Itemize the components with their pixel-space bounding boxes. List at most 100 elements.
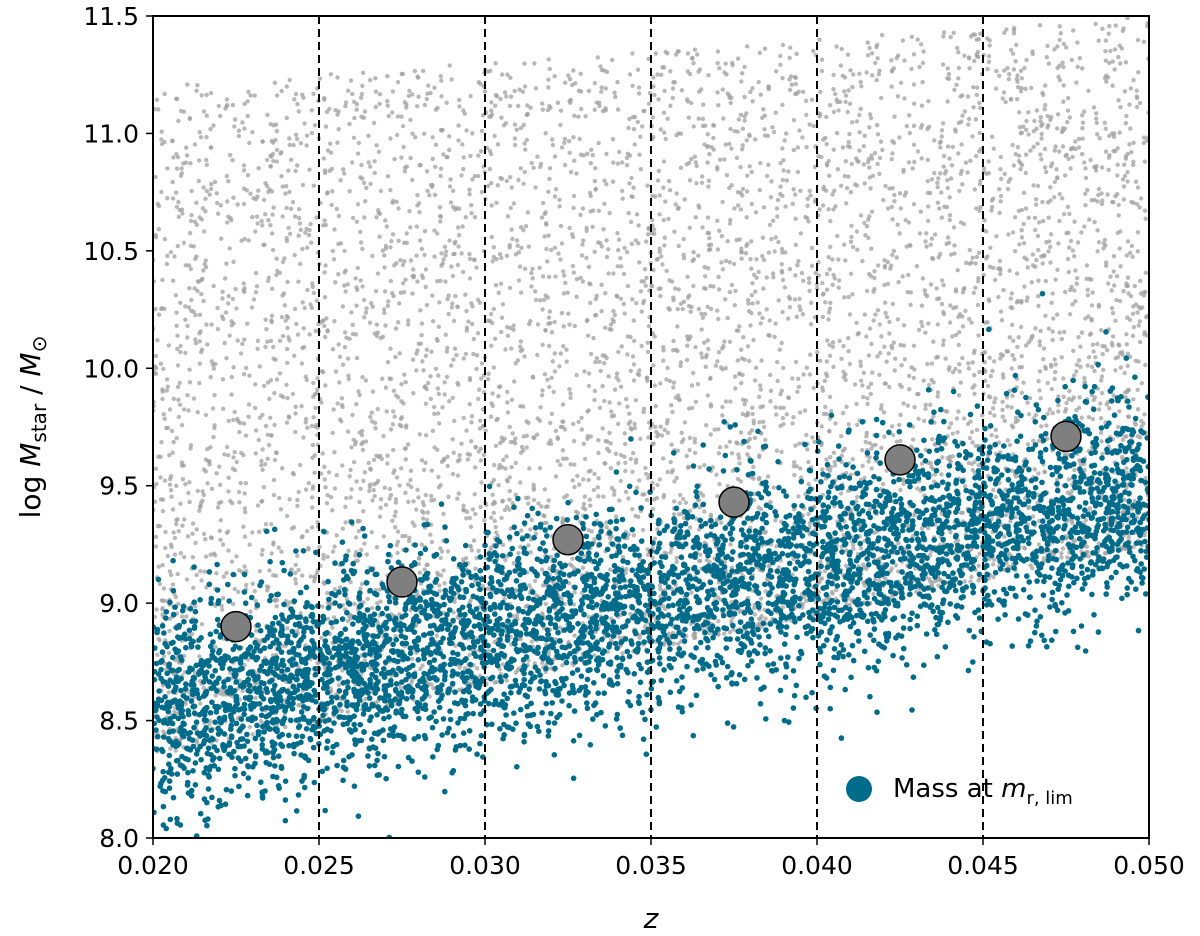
gray-point <box>455 380 460 386</box>
gray-point <box>1070 154 1075 160</box>
gray-point <box>860 463 865 468</box>
gray-point <box>792 297 798 302</box>
gray-point <box>346 88 351 93</box>
gray-point <box>199 93 204 98</box>
gray-point <box>636 91 642 96</box>
gray-point <box>168 488 174 493</box>
gray-point <box>193 604 198 609</box>
gray-point <box>1003 513 1009 518</box>
gray-point <box>361 115 367 121</box>
gray-point <box>889 566 894 571</box>
gray-point <box>188 161 193 166</box>
gray-point <box>1014 97 1020 102</box>
gray-point <box>867 441 872 446</box>
gray-point <box>437 588 442 594</box>
gray-point <box>837 278 842 283</box>
gray-point <box>655 482 660 488</box>
gray-point <box>402 169 408 174</box>
gray-point <box>714 472 719 477</box>
gray-point <box>912 101 917 106</box>
gray-point <box>522 266 528 271</box>
gray-point <box>897 231 902 236</box>
gray-point <box>548 320 553 326</box>
gray-point <box>274 377 280 382</box>
gray-point <box>406 93 411 99</box>
gray-point <box>218 482 223 487</box>
gray-point <box>671 348 676 353</box>
gray-point <box>1123 156 1129 161</box>
gray-point <box>871 591 876 597</box>
gray-point <box>694 181 699 186</box>
gray-point <box>693 160 698 165</box>
gray-point <box>608 322 614 327</box>
gray-point <box>916 416 921 421</box>
gray-point <box>889 157 894 162</box>
gray-point <box>593 312 599 318</box>
gray-point <box>738 430 744 435</box>
gray-point <box>559 241 565 246</box>
gray-point <box>444 374 450 380</box>
gray-point <box>819 424 824 429</box>
gray-point <box>1128 86 1134 91</box>
gray-point <box>485 376 491 382</box>
gray-point <box>449 305 454 310</box>
gray-point <box>216 500 222 506</box>
gray-point <box>237 500 242 505</box>
gray-point <box>935 185 940 190</box>
gray-point <box>799 475 804 480</box>
gray-point <box>1026 215 1032 220</box>
gray-point <box>825 338 830 343</box>
gray-point <box>691 124 696 129</box>
gray-point <box>1066 477 1071 482</box>
gray-point <box>409 656 415 662</box>
gray-point <box>744 189 750 194</box>
gray-point <box>453 293 458 299</box>
gray-point <box>382 265 387 270</box>
gray-point <box>185 534 191 539</box>
gray-point <box>892 192 897 198</box>
gray-point <box>185 82 190 87</box>
gray-point <box>190 631 195 637</box>
gray-point <box>613 94 618 100</box>
gray-point <box>1022 546 1027 551</box>
gray-point <box>489 515 494 520</box>
gray-point <box>423 284 428 290</box>
gray-point <box>478 418 483 423</box>
gray-point <box>906 272 911 278</box>
gray-point <box>390 518 395 523</box>
gray-point <box>638 289 643 294</box>
gray-point <box>749 310 754 316</box>
gray-point <box>394 475 400 480</box>
gray-point <box>430 293 435 298</box>
gray-point <box>1135 249 1141 254</box>
gray-point <box>184 614 189 619</box>
gray-point <box>375 601 380 606</box>
gray-point <box>392 513 397 519</box>
gray-point <box>1143 216 1148 221</box>
gray-point <box>545 504 550 509</box>
gray-point <box>491 254 496 260</box>
gray-point <box>1074 369 1079 374</box>
gray-point <box>931 339 936 344</box>
gray-point <box>657 477 662 482</box>
gray-point <box>845 52 851 57</box>
gray-point <box>728 100 733 106</box>
gray-point <box>1044 423 1049 428</box>
gray-point <box>615 264 620 269</box>
gray-point <box>540 200 546 206</box>
gray-point <box>1045 411 1050 416</box>
gray-point <box>646 56 651 62</box>
gray-point <box>203 258 208 263</box>
gray-point <box>882 300 888 305</box>
gray-point <box>618 478 623 484</box>
gray-point <box>628 419 633 424</box>
gray-point <box>493 524 498 530</box>
gray-point <box>997 187 1002 192</box>
gray-point <box>592 107 597 113</box>
gray-point <box>448 200 454 205</box>
gray-point <box>1144 333 1149 338</box>
gray-point <box>355 287 360 293</box>
gray-point <box>867 326 873 331</box>
gray-point <box>533 185 538 190</box>
gray-point <box>678 165 684 170</box>
